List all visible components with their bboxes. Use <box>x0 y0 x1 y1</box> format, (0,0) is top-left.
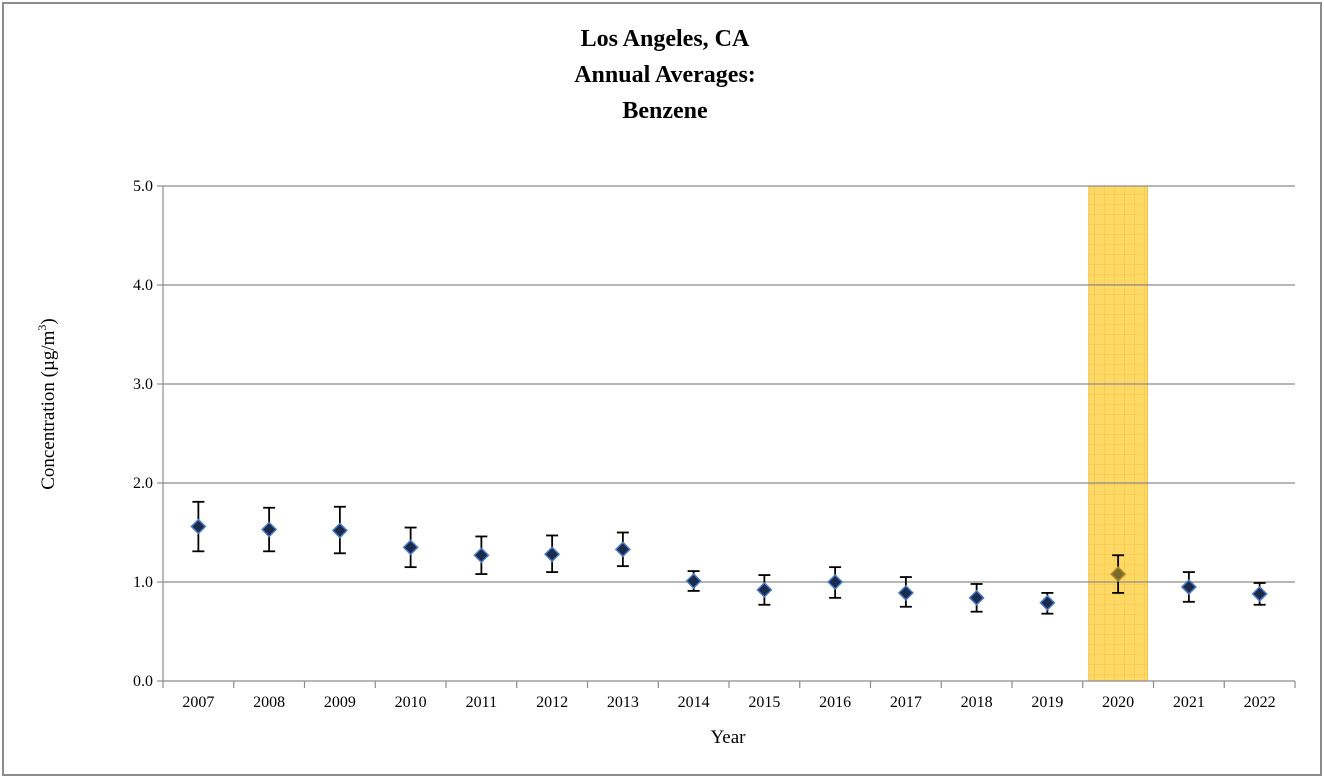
data-point-2013 <box>614 541 631 558</box>
data-point-2016 <box>827 573 844 591</box>
data-point-2010 <box>402 539 419 556</box>
x-tick-label: 2015 <box>748 694 780 711</box>
data-point-2011 <box>473 547 490 564</box>
x-tick-label: 2009 <box>324 694 356 711</box>
data-point-2015 <box>756 581 773 598</box>
data-point-2018 <box>968 589 985 606</box>
benzene-annual-averages-chart: 0.0 1.0 2.0 3.0 4.0 5.0 2007 2008 2009 2010 2011 20… <box>35 26 1296 748</box>
y-tick-label: 3.0 <box>133 376 153 393</box>
data-point-2007 <box>190 518 207 535</box>
data-point-2012 <box>544 546 561 563</box>
data-point-2009 <box>331 522 348 539</box>
data-point-2014 <box>685 572 702 590</box>
x-tick-label: 2011 <box>466 694 497 711</box>
x-tick-label: 2017 <box>890 694 922 711</box>
chart-title-line-1: Los Angeles, CA <box>581 26 750 52</box>
x-axis-title: Year <box>710 727 746 748</box>
y-tick-label: 4.0 <box>133 277 153 294</box>
x-tick-label: 2013 <box>607 694 639 711</box>
y-axis-title: Concentration (µg/m3) <box>35 318 59 490</box>
chart-title-line-3: Benzene <box>622 98 708 124</box>
data-point-2017 <box>897 584 914 601</box>
y-tick-label: 1.0 <box>133 574 153 591</box>
y-tick-label: 2.0 <box>133 475 153 492</box>
data-point-2022 <box>1251 585 1268 602</box>
data-point-2021 <box>1180 578 1197 596</box>
data-point-2008 <box>261 521 278 538</box>
data-point-2019 <box>1039 594 1056 611</box>
x-tick-label: 2008 <box>253 694 285 711</box>
y-tick-label: 5.0 <box>133 178 153 195</box>
x-tick-label: 2016 <box>819 694 851 711</box>
x-tick-label: 2007 <box>182 694 214 711</box>
y-axis-title-main: Concentration (µg/m <box>38 330 59 489</box>
chart-title-line-2: Annual Averages: <box>574 62 756 88</box>
x-tick-label: 2022 <box>1244 694 1276 711</box>
x-tick-label: 2014 <box>678 694 710 711</box>
x-tick-label: 2019 <box>1031 694 1063 711</box>
data-point-2020 <box>1110 566 1127 583</box>
x-tick-label: 2020 <box>1102 694 1134 711</box>
x-tick-label: 2012 <box>536 694 568 711</box>
x-tick-label: 2010 <box>395 694 427 711</box>
y-axis-title-superscript: 3 <box>35 325 49 331</box>
x-tick-label: 2018 <box>961 694 993 711</box>
y-tick-label: 0.0 <box>133 673 153 690</box>
highlight-band-grid <box>1088 186 1148 681</box>
y-axis-title-close: ) <box>38 318 59 324</box>
x-tick-label: 2021 <box>1173 694 1205 711</box>
